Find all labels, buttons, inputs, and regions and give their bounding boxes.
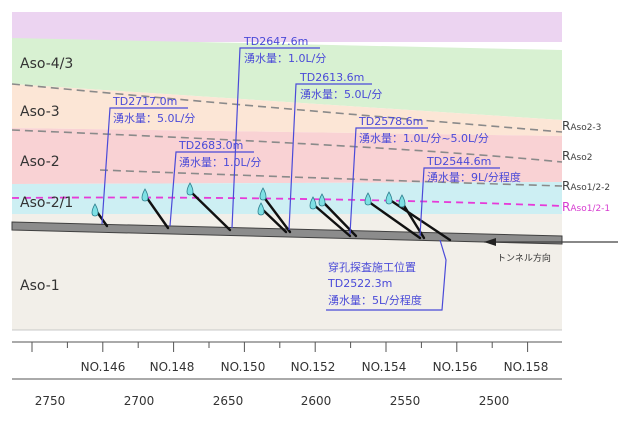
survey-td: TD2522.3m [327, 277, 392, 290]
annotation-flow: 湧水量：1.0L/分~5.0L/分 [359, 132, 489, 145]
water-drop-icon [385, 191, 393, 205]
borehole [367, 200, 422, 240]
water-drop-icon [186, 182, 194, 196]
annotation-td: TD2578.6m [358, 115, 423, 128]
station-label: NO.154 [362, 360, 407, 374]
boundary-aso1-2-2 [99, 169, 563, 187]
distance-label: 2500 [479, 394, 510, 408]
distance-label: 2600 [301, 394, 332, 408]
station-label: NO.158 [504, 360, 549, 374]
layer-aso-2 [12, 128, 562, 184]
layer-labels: Aso-4/3 Aso-3 Aso-2 Aso-2/1 Aso-1 [20, 56, 73, 294]
boundary-aso2 [11, 129, 563, 163]
annotation-td: TD2683.0m [178, 139, 243, 152]
distance-label: 2550 [390, 394, 421, 408]
annotation-td: TD2647.6m [243, 35, 308, 48]
right-label-aso1-2-2: RAso1/2-2 [562, 179, 610, 193]
right-label-aso1-2-1: RAso1/2-1 [562, 200, 610, 214]
water-drops [91, 182, 406, 217]
annotation-td: TD2613.6m [299, 71, 364, 84]
water-drop-icon [364, 192, 372, 206]
water-drop-icon [259, 187, 267, 201]
borehole [145, 196, 170, 230]
borehole [261, 208, 288, 234]
station-label: NO.146 [81, 360, 126, 374]
borehole [261, 194, 292, 234]
layer-label: Aso-1 [20, 278, 60, 294]
leader-td2544 [419, 167, 500, 237]
annotation-flow: 湧水量：9L/分程度 [427, 170, 521, 184]
station-labels: NO.146 NO.148 NO.150 NO.152 NO.154 NO.15… [81, 360, 549, 374]
borehole [189, 190, 232, 232]
survey-title: 穿孔探査施工位置 [328, 260, 416, 274]
layer-aso-3 [12, 84, 562, 136]
annotation-td: TD2544.6m [426, 155, 491, 168]
layer-label: Aso-4/3 [20, 56, 73, 72]
distance-label: 2750 [35, 394, 66, 408]
station-label: NO.148 [150, 360, 195, 374]
right-labels: RAso2-3 RAso2 RAso1/2-2 RAso1/2-1 [562, 119, 610, 214]
leader-td2717 [101, 107, 188, 225]
survey-flow: 湧水量：5L/分程度 [328, 293, 422, 307]
station-ticks [31, 342, 529, 352]
annotation-texts: TD2647.6m 湧水量：1.0L/分 TD2613.6m 湧水量：5.0L/… [112, 35, 521, 307]
layer-label: Aso-3 [20, 104, 60, 120]
water-drop-icon [141, 188, 149, 202]
annotation-leaders [101, 47, 500, 311]
leader-survey [326, 239, 447, 311]
station-label: NO.150 [221, 360, 266, 374]
water-drop-icon [257, 202, 265, 216]
station-label: NO.152 [291, 360, 336, 374]
distance-labels: 2750 2700 2650 2600 2550 2500 [35, 394, 510, 408]
annotation-flow: 湧水量：5.0L/分 [113, 112, 195, 125]
distance-label: 2700 [124, 394, 155, 408]
leader-td2683 [169, 151, 254, 227]
borehole [312, 203, 352, 238]
right-label-aso2-3: RAso2-3 [562, 119, 601, 133]
water-drop-icon [309, 196, 317, 210]
water-drop-icon [91, 203, 99, 217]
layer-label: Aso-2/1 [20, 195, 73, 211]
water-drop-icon [318, 193, 326, 207]
leader-td2578 [349, 127, 428, 235]
right-label-aso2: RAso2 [562, 149, 592, 163]
leader-td2613 [288, 83, 372, 231]
annotation-td: TD2717.0m [112, 95, 177, 108]
layer-aso-4-3 [12, 38, 562, 120]
leader-td2647 [231, 47, 320, 229]
tunnel-direction-arrowhead [484, 238, 496, 246]
station-label: NO.156 [433, 360, 478, 374]
tunnel-direction-label: トンネル方向 [497, 252, 551, 264]
layer-aso-2-1 [12, 182, 562, 220]
boundary-aso1-2-1 [11, 196, 563, 207]
layer-label: Aso-2 [20, 154, 60, 170]
annotation-flow: 湧水量：5.0L/分 [300, 88, 382, 101]
distance-label: 2650 [213, 394, 244, 408]
top-band [12, 12, 562, 42]
annotation-flow: 湧水量：1.0L/分 [244, 52, 326, 65]
water-drop-icon [398, 194, 406, 208]
annotation-flow: 湧水量：1.0L/分 [179, 156, 261, 169]
boundary-aso2-3 [11, 83, 563, 133]
